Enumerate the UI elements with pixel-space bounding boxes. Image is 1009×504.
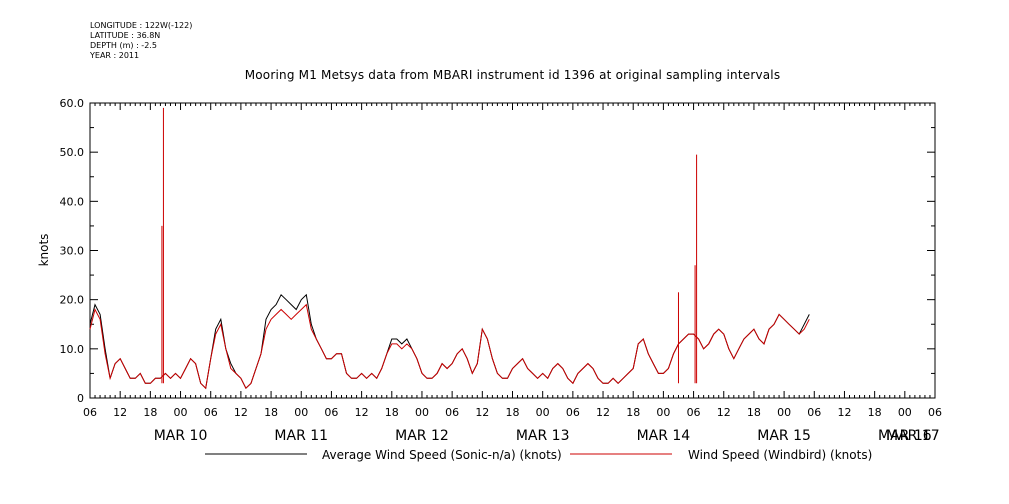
year-label: YEAR : 2011: [90, 51, 140, 60]
x-day-label: MAR 11: [274, 428, 328, 444]
x-day-label: MAR 10: [154, 428, 208, 444]
x-tick-label: 18: [868, 406, 882, 419]
x-tick-label: 18: [626, 406, 640, 419]
series-line-windbird: [89, 303, 810, 390]
axes-group: 0 10.0 20.0 30.0 40.0 50.0 60.0 06 12 18 00 06 12 18 0…: [60, 97, 943, 444]
y-tick-label: 40.0: [60, 195, 85, 208]
x-day-label: MAR 13: [516, 428, 570, 444]
y-tick-label: 50.0: [60, 146, 85, 159]
latitude-label: LATITUDE : 36.8N: [90, 31, 161, 40]
x-day-label: MAR 15: [757, 428, 811, 444]
x-tick-label: 18: [143, 406, 157, 419]
x-tick-label: 00: [898, 406, 912, 419]
x-tick-label: 00: [536, 406, 550, 419]
chart-title: Mooring M1 Metsys data from MBARI instru…: [244, 68, 781, 82]
x-tick-label: 18: [385, 406, 399, 419]
legend-label-windbird: Wind Speed (Windbird) (knots): [688, 448, 872, 462]
x-tick-label: 12: [234, 406, 248, 419]
x-tick-label: 06: [204, 406, 218, 419]
x-tick-label: 12: [355, 406, 369, 419]
x-tick-label: 06: [445, 406, 459, 419]
x-tick-label: 06: [687, 406, 701, 419]
x-tick-label: 12: [837, 406, 851, 419]
metadata-block: LONGITUDE : 122W(-122) LATITUDE : 36.8N …: [90, 21, 192, 61]
y-tick-label: 30.0: [60, 245, 85, 258]
x-tick-label: 12: [113, 406, 127, 419]
x-tick-label: 06: [807, 406, 821, 419]
x-tick-label: 00: [656, 406, 670, 419]
x-day-label: MAR 12: [395, 428, 449, 444]
y-tick-label: 10.0: [60, 343, 85, 356]
series-group: [89, 107, 810, 390]
depth-label: DEPTH (m) : -2.5: [90, 41, 157, 50]
x-tick-label: 18: [747, 406, 761, 419]
x-day-label: MAR 16: [878, 428, 932, 444]
plot-frame: [89, 102, 936, 399]
x-tick-label: 00: [777, 406, 791, 419]
y-axis-label: knots: [37, 234, 51, 267]
x-tick-label: 06: [83, 406, 97, 419]
x-tick-label: 00: [174, 406, 188, 419]
x-tick-label: 06: [566, 406, 580, 419]
x-tick-label: 12: [596, 406, 610, 419]
x-tick-label: 06: [928, 406, 942, 419]
x-tick-label: 18: [264, 406, 278, 419]
y-tick-label: 60.0: [60, 97, 85, 110]
x-tick-label: 12: [475, 406, 489, 419]
x-day-label: MAR 14: [637, 428, 691, 444]
y-tick-label: 20.0: [60, 294, 85, 307]
x-tick-label: 00: [294, 406, 308, 419]
legend-label-average: Average Wind Speed (Sonic-n/a) (knots): [322, 448, 562, 462]
x-day-label: MAR 17: [886, 428, 940, 444]
longitude-label: LONGITUDE : 122W(-122): [90, 21, 193, 30]
x-tick-label: 06: [324, 406, 338, 419]
x-tick-label: 12: [717, 406, 731, 419]
x-tick-label: 00: [415, 406, 429, 419]
x-tick-label: 18: [506, 406, 520, 419]
y-tick-label: 0: [77, 392, 84, 405]
